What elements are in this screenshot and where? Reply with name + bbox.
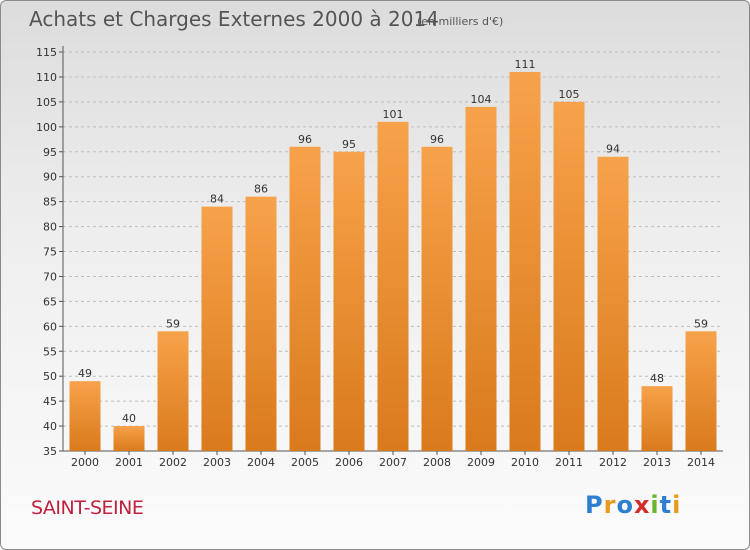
logo-letter: o	[616, 491, 634, 519]
x-tick-label: 2006	[335, 456, 363, 469]
y-tick-label: 55	[43, 345, 57, 358]
x-tick-label: 2009	[467, 456, 495, 469]
y-tick-label: 75	[43, 246, 57, 259]
y-tick-label: 115	[36, 46, 57, 59]
bar-2004	[245, 196, 277, 451]
logo-letter: i	[650, 491, 660, 519]
logo-letter: i	[672, 491, 682, 519]
value-label: 40	[122, 412, 136, 425]
bar-2014	[685, 331, 717, 451]
logo-letter: t	[659, 491, 673, 519]
x-tick-label: 2007	[379, 456, 407, 469]
bar-2011	[553, 101, 585, 451]
y-tick-label: 60	[43, 320, 57, 333]
chart-subtitle: (en milliers d'€)	[417, 15, 504, 28]
y-tick-label: 100	[36, 121, 57, 134]
town-name: SAINT-SEINE	[31, 497, 144, 519]
value-label: 105	[559, 88, 580, 101]
value-label: 95	[342, 138, 356, 151]
y-tick-label: 50	[43, 370, 57, 383]
value-label: 86	[254, 183, 268, 196]
value-label: 59	[166, 317, 180, 330]
value-labels: 49 40 59 84 86 96 95 101 96 104 111 105 94 48 59	[78, 58, 708, 425]
y-tick-label: 85	[43, 196, 57, 209]
x-tick-label: 2011	[555, 456, 583, 469]
bar-2012	[597, 156, 629, 452]
y-tick-labels: 35 40 45 50 55 60 65 70 75 80 85 90 95 100 105 110 115	[36, 46, 57, 458]
bar-2002	[157, 331, 189, 451]
value-label: 104	[471, 93, 492, 106]
value-label: 59	[694, 317, 708, 330]
x-tick-label: 2014	[687, 456, 715, 469]
y-tick-label: 70	[43, 270, 57, 283]
logo-letter: x	[633, 491, 651, 519]
y-tick-label: 45	[43, 395, 57, 408]
bar-2013	[641, 386, 673, 451]
logo-letter: P	[585, 491, 604, 519]
y-tick-label: 40	[43, 420, 57, 433]
proxiti-logo[interactable]: Proxiti	[585, 491, 681, 519]
value-label: 49	[78, 367, 92, 380]
bar-2005	[289, 146, 321, 451]
x-tick-label: 2001	[115, 456, 143, 469]
value-label: 84	[210, 193, 224, 206]
x-tick-label: 2008	[423, 456, 451, 469]
bar-2007	[377, 121, 409, 451]
x-tick-label: 2000	[71, 456, 99, 469]
bars	[69, 71, 717, 452]
bar-2003	[201, 206, 233, 451]
value-label: 48	[650, 372, 664, 385]
x-tick-label: 2012	[599, 456, 627, 469]
y-tick-label: 90	[43, 171, 57, 184]
x-tick-label: 2004	[247, 456, 275, 469]
bar-2009	[465, 106, 497, 452]
x-tick-label: 2002	[159, 456, 187, 469]
value-label: 96	[298, 133, 312, 146]
y-tick-label: 65	[43, 295, 57, 308]
logo-letter: r	[603, 491, 617, 519]
y-tick-label: 110	[36, 71, 57, 84]
value-label: 111	[515, 58, 536, 71]
y-tick-label: 80	[43, 221, 57, 234]
y-tick-label: 95	[43, 146, 57, 159]
value-label: 101	[383, 108, 404, 121]
y-tick-label: 105	[36, 96, 57, 109]
x-tick-label: 2005	[291, 456, 319, 469]
y-tick-label: 35	[43, 445, 57, 458]
value-label: 94	[606, 143, 620, 156]
bar-2000	[69, 381, 101, 451]
bar-2001	[113, 426, 145, 451]
x-tick-label: 2010	[511, 456, 539, 469]
x-tick-labels: 2000 2001 2002 2003 2004 2005 2006 2007 2008 2009…	[71, 451, 715, 469]
x-tick-label: 2013	[643, 456, 671, 469]
bar-2010	[509, 71, 541, 451]
value-label: 96	[430, 133, 444, 146]
x-tick-label: 2003	[203, 456, 231, 469]
bar-2006	[333, 151, 365, 451]
chart-title: Achats et Charges Externes 2000 à 2014	[29, 7, 439, 31]
bar-2008	[421, 146, 453, 451]
